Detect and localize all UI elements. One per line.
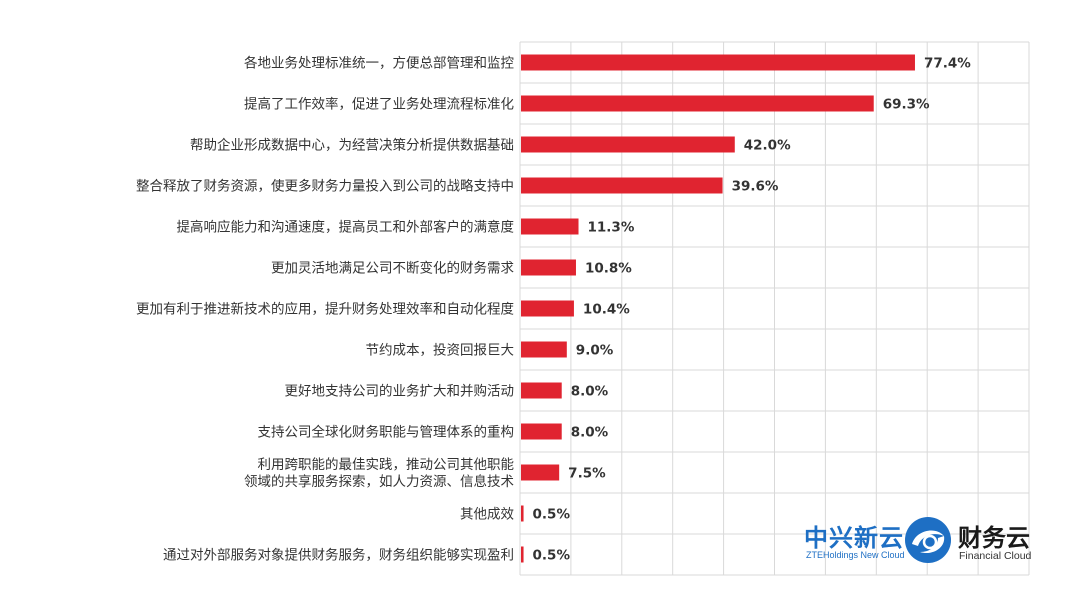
bar	[521, 382, 562, 399]
bar	[521, 464, 560, 481]
bar	[521, 177, 723, 194]
bar	[521, 259, 576, 276]
zte-logo-text: 中兴新云	[804, 524, 904, 552]
bar	[521, 300, 574, 317]
category-label: 通过对外部服务对象提供财务服务，财务组织能够实现盈利	[163, 548, 514, 564]
category-label: 提高响应能力和沟通速度，提高员工和外部客户的满意度	[177, 219, 515, 236]
category-label: 利用跨职能的最佳实践，推动公司其他职能	[258, 457, 515, 473]
value-label: 8.0%	[571, 425, 609, 441]
value-label: 42.0%	[744, 138, 791, 154]
category-label: 整合释放了财务资源，使更多财务力量投入到公司的战略支持中	[136, 178, 514, 195]
value-label: 8.0%	[571, 384, 609, 400]
zte-logo-subtext: ZTEHoldings New Cloud	[806, 550, 905, 560]
value-label: 11.3%	[588, 220, 635, 236]
category-label: 其他成效	[460, 507, 514, 523]
value-label: 0.5%	[533, 548, 571, 564]
chart-labels: 77.4% 各地业务处理标准统一，方便总部管理和监控 69.3% 提高了工作效率，促进…	[136, 56, 971, 564]
value-label: 9.0%	[576, 343, 614, 359]
value-label: 7.5%	[568, 466, 606, 482]
value-label: 10.8%	[585, 261, 632, 277]
value-label: 69.3%	[883, 97, 930, 113]
category-label: 更好地支持公司的业务扩大和并购活动	[285, 384, 515, 400]
bar	[521, 505, 524, 522]
category-label: 更加灵活地满足公司不断变化的财务需求	[271, 261, 514, 277]
financial-cloud-logo-subtext: Financial Cloud	[959, 550, 1032, 562]
brand-logos: 中兴新云 ZTEHoldings New Cloud 财务云 Financial…	[778, 512, 1048, 574]
category-label: 帮助企业形成数据中心，为经营决策分析提供数据基础	[190, 137, 514, 154]
financial-cloud-logo-text: 财务云	[958, 524, 1030, 552]
chart-gridlines	[519, 41, 1030, 576]
value-label: 77.4%	[924, 56, 971, 72]
bar	[521, 546, 524, 563]
value-label: 0.5%	[533, 507, 571, 523]
value-label: 10.4%	[583, 302, 630, 318]
value-label: 39.6%	[732, 179, 779, 195]
category-label: 领域的共享服务探索，如人力资源、信息技术	[244, 473, 514, 490]
bar	[521, 218, 579, 235]
category-label: 节约成本，投资回报巨大	[366, 343, 515, 359]
bar	[521, 95, 874, 112]
bar	[521, 423, 562, 440]
category-label: 更加有利于推进新技术的应用，提升财务处理效率和自动化程度	[136, 301, 514, 318]
bar	[521, 341, 567, 358]
bar	[521, 54, 915, 71]
financial-cloud-logo-icon	[905, 517, 951, 563]
bar	[521, 136, 735, 153]
category-label: 支持公司全球化财务职能与管理体系的重构	[258, 424, 515, 441]
chart-bars	[521, 54, 915, 563]
category-label: 提高了工作效率，促进了业务处理流程标准化	[244, 96, 514, 113]
category-label: 各地业务处理标准统一，方便总部管理和监控	[244, 56, 514, 72]
